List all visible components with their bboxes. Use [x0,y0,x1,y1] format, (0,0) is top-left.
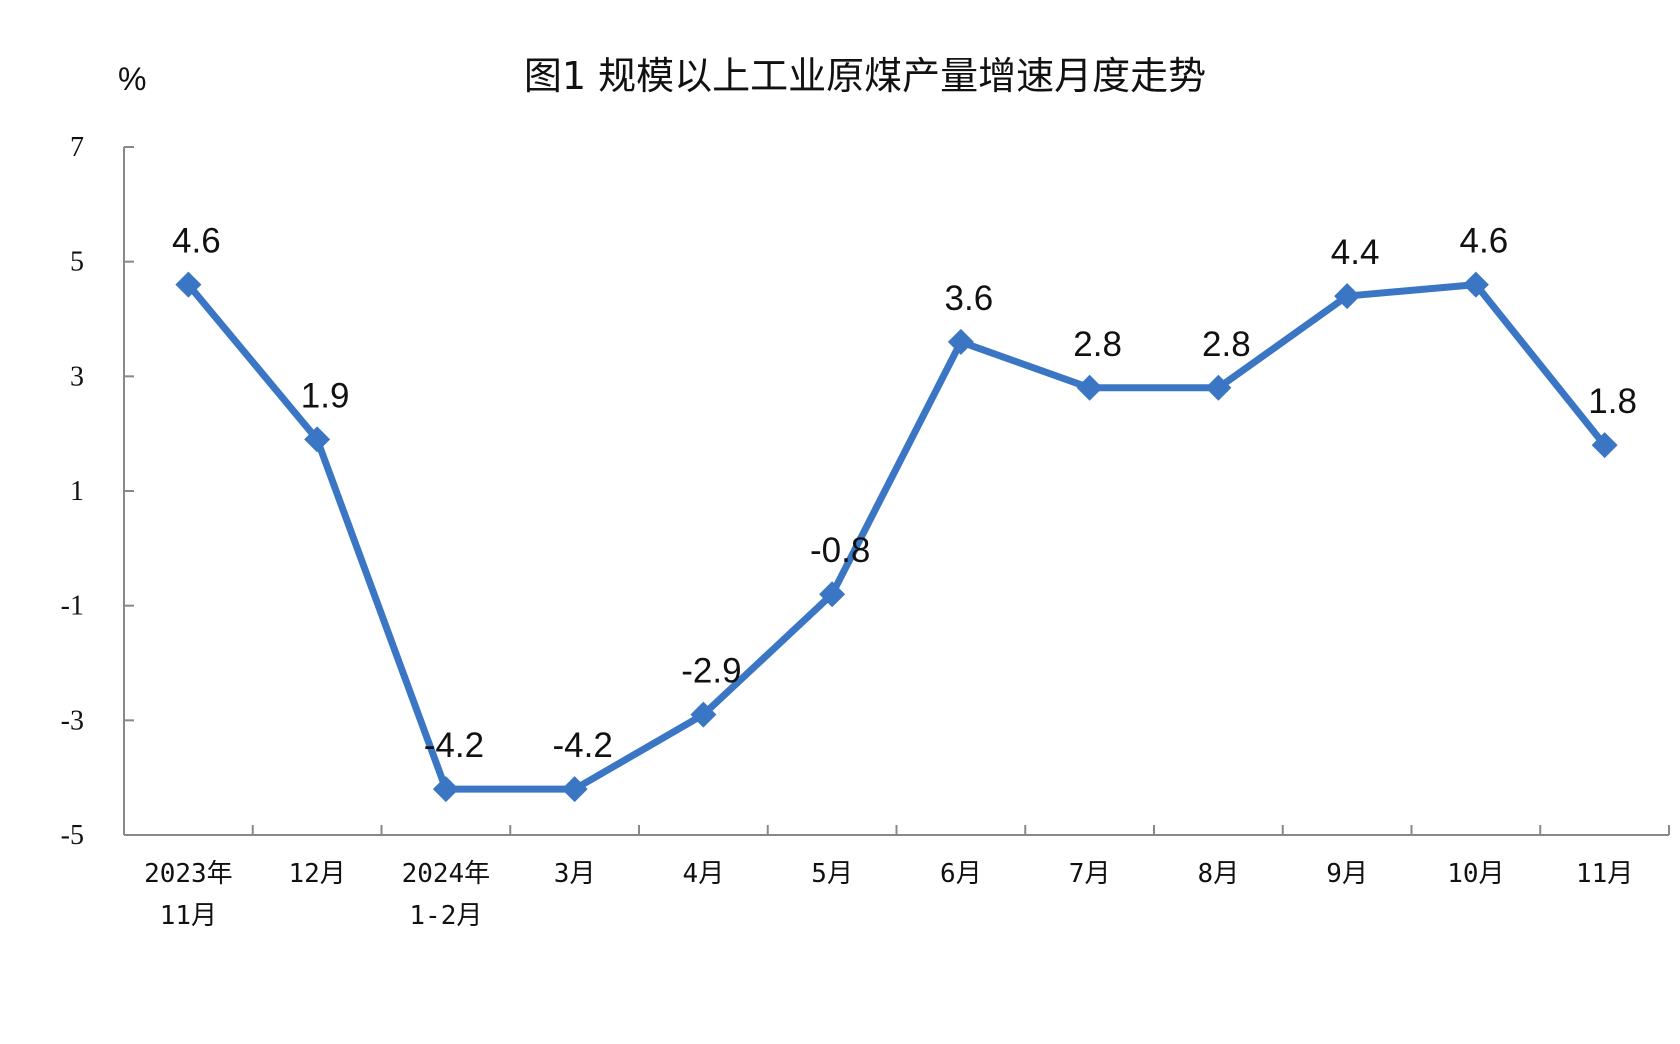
data-label: 4.6 [1460,222,1509,261]
data-point-marker [1591,432,1618,459]
x-tick-label: 9月 [1326,859,1368,889]
x-tick-label: 7月 [1069,859,1111,889]
series-line [185,281,1608,793]
y-axis-unit: % [118,61,146,97]
x-tick-label: 3月 [554,859,596,889]
x-tick-label: 5月 [811,859,853,889]
x-tick-label: 8月 [1198,859,1240,889]
chart-title: 图1 规模以上工业原煤产量增速月度走势 [524,54,1206,98]
x-tick-label: 1-2月 [409,901,482,931]
data-label: -0.8 [810,531,870,570]
x-tick-label: 4月 [683,859,725,889]
x-tick-label: 2023年 [144,859,233,889]
data-label: 4.4 [1331,233,1380,272]
data-point-marker [1076,374,1103,401]
x-tick-label: 10月 [1447,859,1504,889]
data-label: 4.6 [172,222,221,261]
y-tick-label: 3 [70,361,84,392]
data-point-marker [690,701,717,728]
data-point-marker [432,776,459,803]
data-label: -2.9 [681,652,741,691]
data-point-marker [947,328,974,355]
y-tick-label: -1 [61,591,84,622]
data-point-marker [1205,374,1232,401]
y-tick-label: 5 [70,247,84,278]
y-tick-label: 7 [70,132,84,163]
x-tick-label: 6月 [940,859,982,889]
data-label: 2.8 [1073,325,1122,364]
data-point-marker [304,426,331,453]
y-tick-label: -3 [61,705,84,736]
data-point-marker [1462,271,1489,298]
data-label: -4.2 [424,726,484,765]
data-point-marker [819,581,846,608]
data-label: 3.6 [945,279,994,318]
data-point-marker [175,271,202,298]
y-tick-label: -5 [61,820,84,851]
x-tick-label: 11月 [160,901,217,931]
data-label: 1.8 [1588,382,1637,421]
data-label: -4.2 [552,726,612,765]
data-label: 1.9 [301,376,350,415]
x-tick-label: 2024年 [402,859,491,889]
x-tick-label: 11月 [1576,859,1633,889]
x-tick-label: 12月 [288,859,345,889]
data-point-marker [561,776,588,803]
y-tick-label: 1 [70,476,84,507]
data-label: 2.8 [1202,325,1251,364]
data-point-marker [1334,283,1361,310]
